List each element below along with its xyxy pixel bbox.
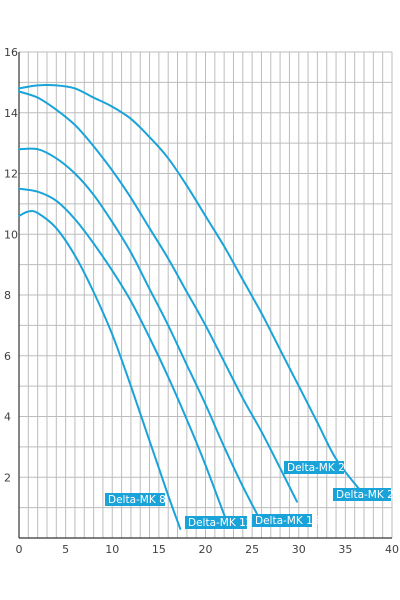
series-line-delta-mk-8	[18, 210, 182, 530]
x-tick-label: 35	[338, 543, 352, 556]
y-tick-label: 16	[4, 46, 18, 59]
series-label-text: Delta-MK 27	[336, 489, 400, 501]
series-label-background	[252, 514, 312, 527]
x-tick-label: 15	[152, 543, 166, 556]
series-line-delta-mk-16	[18, 147, 265, 527]
x-tick-label: 40	[385, 543, 399, 556]
series-line-delta-mk-27	[18, 84, 361, 491]
x-tick-label: 20	[199, 543, 213, 556]
x-tick-label: 25	[245, 543, 259, 556]
series-labels: Delta-MK 8 Delta-MK 12 Delta-MK 16 Delta-MK…	[105, 461, 400, 529]
y-tick-label: 2	[4, 471, 11, 484]
x-tick-label: 30	[292, 543, 306, 556]
y-tick-label: 4	[4, 411, 11, 424]
series-label-delta-mk-8: Delta-MK 8	[105, 493, 166, 506]
x-tick-label: 5	[62, 543, 69, 556]
series-label-delta-mk-27: Delta-MK 27	[333, 488, 400, 501]
y-tick-label: 14	[4, 107, 18, 120]
series-label-background	[105, 493, 165, 506]
series-label-text: Delta-MK 8	[108, 494, 166, 506]
axes	[18, 52, 392, 539]
y-tick-label: 6	[4, 350, 11, 363]
series-line-delta-mk-12	[18, 187, 227, 521]
series-label-text: Delta-MK 12	[188, 517, 252, 529]
y-tick-label: 10	[4, 228, 18, 241]
series-label-background	[284, 461, 344, 474]
series-label-text: Delta-MK 16	[255, 515, 320, 527]
series-label-text: Delta-MK 20	[287, 462, 351, 474]
x-tick-label: 0	[16, 543, 23, 556]
series-label-background	[185, 516, 247, 529]
y-tick-label: 12	[4, 168, 18, 181]
series-lines	[18, 84, 361, 530]
y-tick-label: 8	[4, 289, 11, 302]
series-label-delta-mk-12: Delta-MK 12	[185, 516, 252, 529]
series-line-delta-mk-20	[18, 90, 298, 503]
series-label-delta-mk-16: Delta-MK 16	[252, 514, 320, 527]
series-label-delta-mk-20: Delta-MK 20	[284, 461, 351, 474]
tick-labels: 0 5 10 15 20 25 30 35 40 2 4 6 8 10 12 14 16	[4, 46, 399, 556]
series-label-background	[333, 488, 391, 501]
x-tick-label: 10	[105, 543, 119, 556]
